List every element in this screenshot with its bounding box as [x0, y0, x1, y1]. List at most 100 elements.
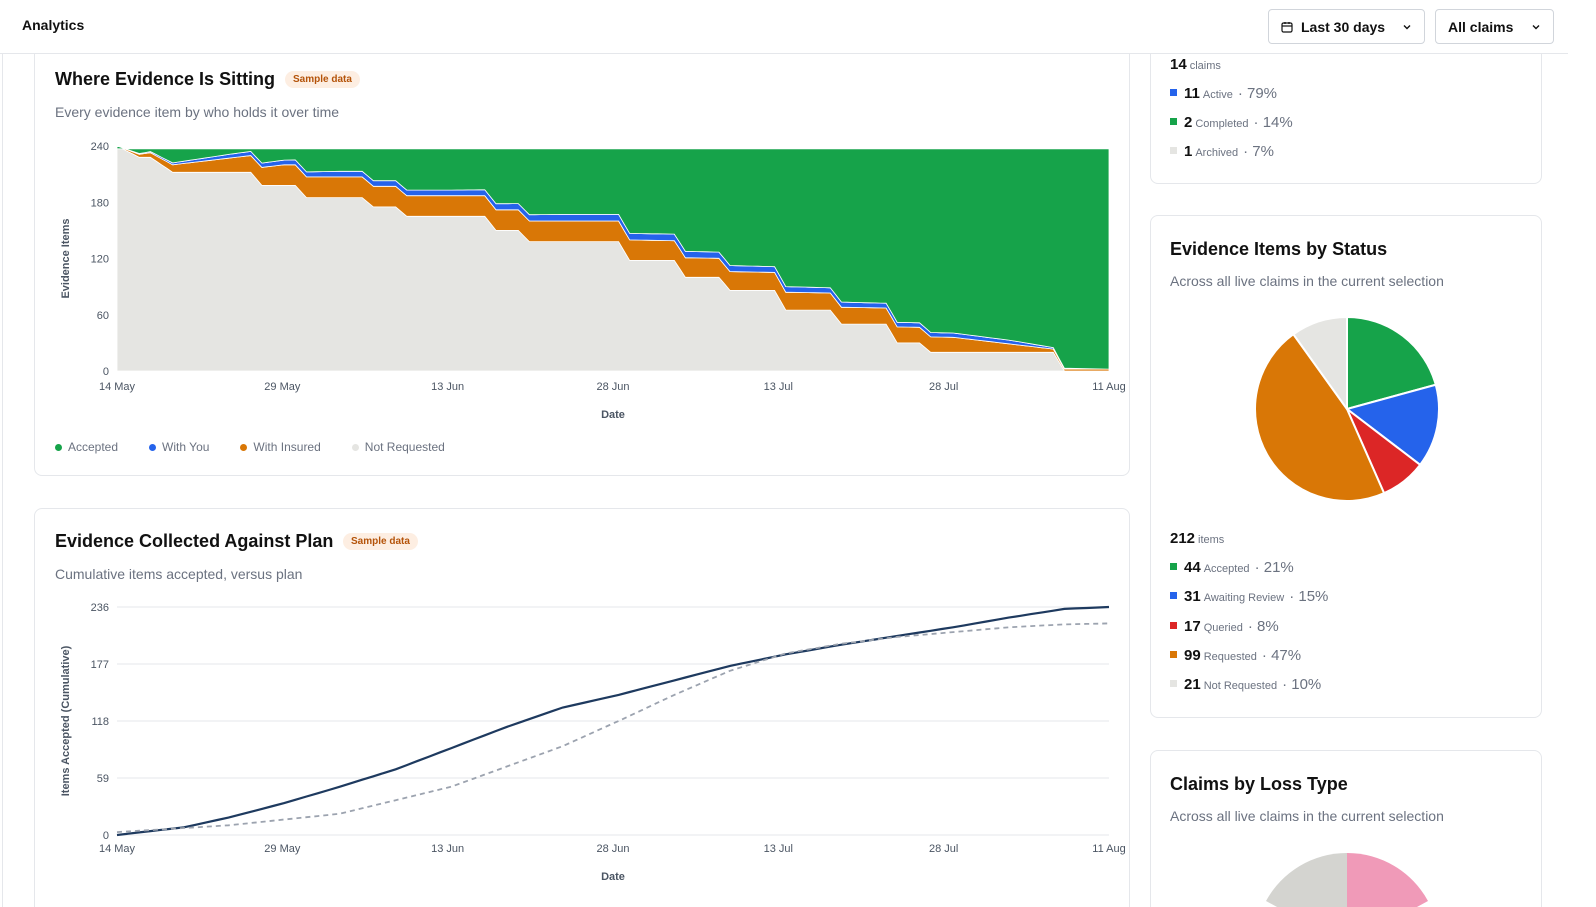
status-row-accepted: 44 Accepted · 21%: [1170, 559, 1294, 576]
y-tick-label: 236: [91, 602, 109, 614]
stat-percent: · 15%: [1289, 588, 1329, 605]
x-tick-label: 11 Aug: [1092, 843, 1125, 855]
evidence-plan-line-chart: 0 59 118 177 236 14 May 29 May 13 Jun 28 Jun 13 J…: [60, 602, 1126, 883]
x-tick-label: 13 Jul: [764, 843, 793, 855]
y-tick-label: 120: [91, 254, 109, 266]
stat-label: Not Requested: [1203, 680, 1278, 692]
stat-value: 2: [1184, 114, 1193, 131]
claims-row-archived: 1 Archived · 7%: [1170, 143, 1274, 160]
status-swatch: [1170, 680, 1177, 687]
line-series-actual: [116, 605, 1110, 837]
claims-filter-label: All claims: [1448, 18, 1514, 35]
loss-type-pie-chart: [1266, 852, 1428, 907]
items-total-value: 212: [1170, 530, 1196, 547]
date-range-dropdown[interactable]: Last 30 days: [1268, 9, 1425, 44]
status-row-not-requested: 21 Not Requested · 10%: [1170, 676, 1321, 693]
pie-slice-grey: [1266, 852, 1347, 907]
stat-label: Completed: [1195, 118, 1249, 130]
status-swatch: [1170, 147, 1177, 154]
stat-label: Accepted: [1203, 563, 1250, 575]
stat-percent: · 47%: [1261, 647, 1302, 664]
x-tick-label: 29 May: [264, 381, 301, 393]
stat-value: 11: [1184, 85, 1200, 102]
area-series-accepted: [116, 145, 1110, 370]
stat-value: 31: [1184, 588, 1201, 605]
card-subtitle: Across all live claims in the current se…: [1170, 273, 1444, 289]
claims-row-active: 11 Active · 79%: [1170, 85, 1277, 102]
pie-slice-requested: [1254, 332, 1386, 502]
x-tick-label: 28 Jul: [929, 381, 958, 393]
legend-item-with-you[interactable]: With You: [149, 440, 209, 454]
status-swatch: [1170, 118, 1177, 125]
x-tick-label: 13 Jul: [764, 381, 793, 393]
stat-percent: · 10%: [1282, 676, 1322, 693]
x-axis-label: Date: [601, 409, 625, 421]
page-title: Analytics: [22, 17, 85, 33]
y-tick-label: 0: [103, 830, 109, 842]
y-axis-label: Items Accepted (Cumulative): [60, 645, 72, 796]
stat-percent: · 79%: [1237, 85, 1278, 102]
status-row-awaiting-review: 31 Awaiting Review · 15%: [1170, 588, 1328, 605]
y-tick-label: 118: [91, 716, 109, 728]
stat-value: 17: [1184, 618, 1201, 635]
stat-percent: · 7%: [1243, 143, 1274, 160]
x-tick-label: 14 May: [99, 381, 136, 393]
claims-total-value: 14: [1170, 56, 1187, 73]
legend-dot: [55, 443, 62, 451]
legend-item-with-insured[interactable]: With Insured: [240, 440, 321, 454]
y-axis-label: Evidence Items: [60, 218, 72, 298]
page-frame-line: [2, 54, 3, 907]
date-range-label: Last 30 days: [1301, 18, 1386, 35]
claims-filter-dropdown[interactable]: All claims: [1435, 9, 1554, 44]
items-total-unit: items: [1198, 534, 1225, 546]
x-tick-label: 28 Jun: [596, 381, 629, 393]
where-evidence-card: Where Evidence Is Sitting Sample data Ev…: [34, 30, 1130, 476]
y-tick-label: 60: [97, 310, 109, 322]
status-swatch: [1170, 651, 1177, 658]
chevron-down-icon: [1403, 24, 1411, 29]
legend-label: Accepted: [68, 440, 119, 454]
stat-value: 1: [1184, 143, 1193, 160]
card-subtitle: Every evidence item by who holds it over…: [55, 104, 340, 120]
y-tick-label: 0: [103, 366, 109, 378]
stat-label: Awaiting Review: [1203, 592, 1285, 604]
legend-label: Not Requested: [364, 440, 445, 454]
claims-summary-card: 14 claims 11 Active · 79% 2 Completed · 1…: [1150, 30, 1542, 184]
legend-item-accepted[interactable]: Accepted: [55, 440, 118, 454]
pie-slice-accepted: [1346, 315, 1437, 411]
card-title: Evidence Items by Status: [1170, 239, 1388, 259]
pie-slice-awaiting-review: [1344, 383, 1440, 467]
legend-label: With Insured: [253, 440, 321, 454]
stat-percent: · 8%: [1247, 618, 1279, 635]
chevron-down-icon: [1532, 24, 1540, 29]
x-axis-label: Date: [601, 871, 625, 883]
claims-total: 14 claims: [1170, 56, 1221, 73]
card-subtitle: Across all live claims in the current se…: [1170, 808, 1444, 824]
stat-label: Requested: [1203, 651, 1257, 663]
legend-label: With You: [162, 440, 210, 454]
sample-data-badge: Sample data: [343, 533, 418, 550]
y-tick-label: 177: [91, 659, 109, 671]
x-tick-label: 28 Jun: [596, 843, 629, 855]
status-swatch: [1170, 89, 1177, 96]
y-tick-label: 59: [97, 773, 109, 785]
claims-total-unit: claims: [1189, 60, 1221, 72]
status-row-queried: 17 Queried · 8%: [1170, 618, 1279, 635]
status-row-requested: 99 Requested · 47%: [1170, 647, 1301, 664]
legend-dot: [351, 443, 359, 451]
x-tick-label: 13 Jun: [431, 381, 464, 393]
x-tick-label: 28 Jul: [929, 843, 958, 855]
status-swatch: [1170, 563, 1177, 570]
x-tick-label: 13 Jun: [431, 843, 464, 855]
legend-item-not-requested[interactable]: Not Requested: [351, 440, 445, 454]
y-tick-label: 240: [91, 141, 109, 153]
status-swatch: [1170, 592, 1177, 599]
loss-type-card: Claims by Loss Type Across all live clai…: [1150, 750, 1542, 907]
chart-legend: Accepted With You With Insured Not Reque…: [55, 440, 445, 454]
calendar-icon: [1281, 21, 1293, 33]
scrollbar-track[interactable]: [1568, 0, 1596, 907]
stat-percent: · 14%: [1253, 114, 1293, 131]
evidence-area-chart: 0 60 120 180 240 14 May 29 May 13 Jun 28 Jun 13 J…: [60, 141, 1126, 421]
items-total: 212 items: [1170, 530, 1224, 547]
sample-data-badge: Sample data: [285, 71, 360, 88]
